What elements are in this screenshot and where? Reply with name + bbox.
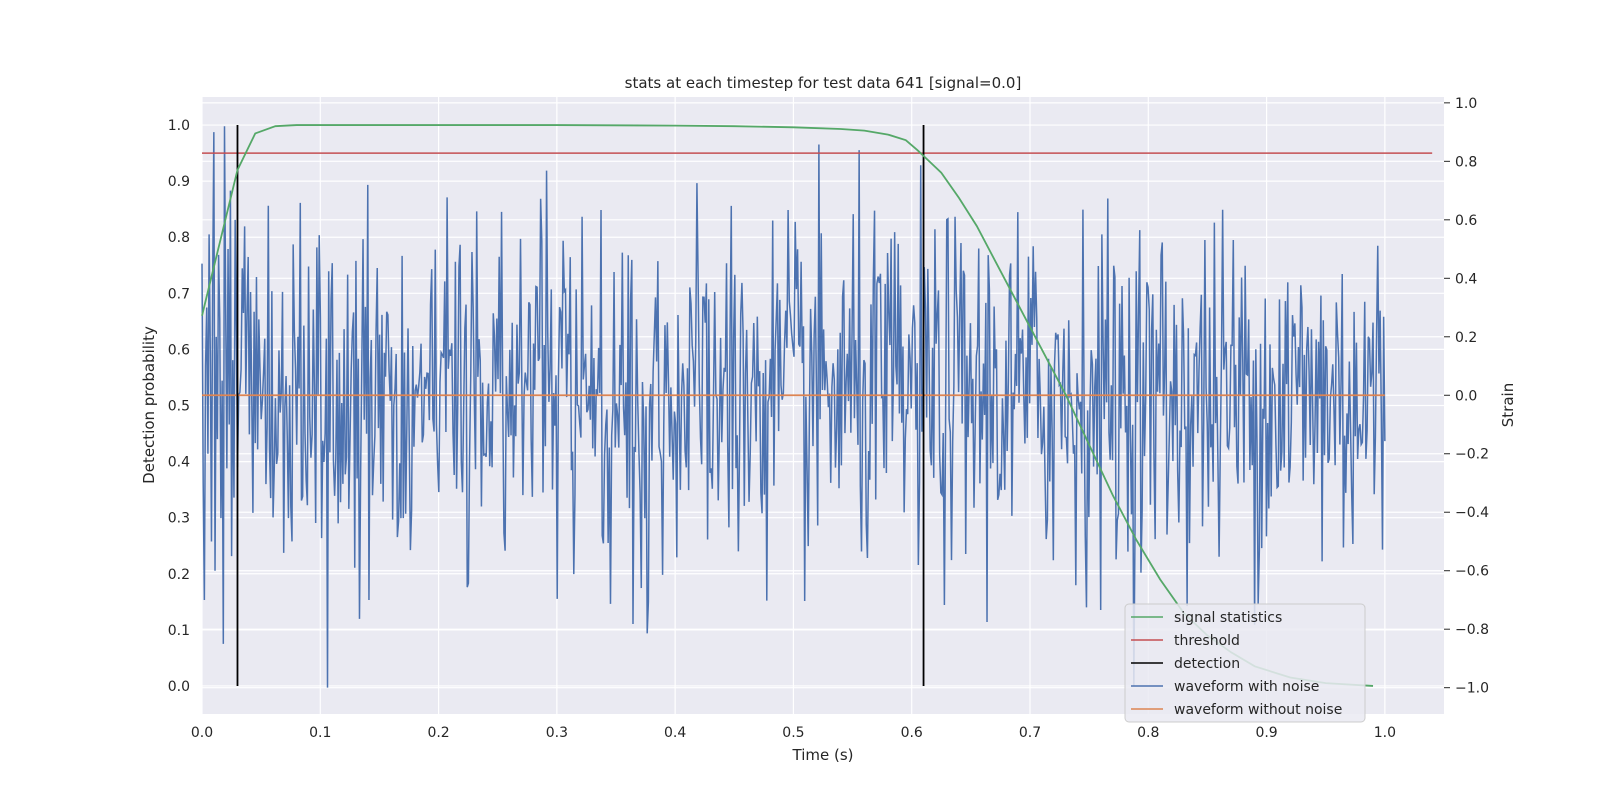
right-tick-label: 0.6	[1455, 213, 1477, 229]
right-tick-label: −0.4	[1455, 505, 1489, 521]
left-tick-label: 0.1	[168, 623, 190, 639]
right-axis-label: Strain	[1499, 383, 1517, 427]
x-tick-label: 0.8	[1137, 725, 1159, 741]
legend-box	[1124, 603, 1366, 723]
right-tick-label: 0.2	[1455, 330, 1477, 346]
x-tick-label: 0.6	[901, 725, 923, 741]
left-tick-label: 0.6	[168, 342, 190, 358]
left-tick-label: 0.8	[168, 230, 190, 246]
x-tick-label: 0.7	[1019, 725, 1041, 741]
right-tick-label: −0.2	[1455, 447, 1489, 463]
series-layer	[201, 124, 1433, 688]
x-axis-label: Time (s)	[792, 746, 854, 764]
legend-item-detection: detection	[1131, 656, 1240, 672]
legend-item-signal-statistics: signal statistics	[1131, 610, 1282, 626]
right-tick-label: 0.0	[1455, 388, 1477, 404]
x-tick-label: 0.4	[664, 725, 686, 741]
left-tick-label: 0.7	[168, 286, 190, 302]
left-axis-ticks: 0.0 0.1 0.2 0.3 0.4 0.5 0.6 0.7 0.8 0.9 1.0	[168, 118, 190, 695]
x-tick-label: 0.9	[1255, 725, 1277, 741]
right-tick-label: −0.6	[1455, 564, 1489, 580]
left-tick-label: 0.2	[168, 567, 190, 583]
left-tick-label: 0.9	[168, 174, 190, 190]
legend-label: signal statistics	[1174, 610, 1282, 626]
right-tick-label: −0.8	[1455, 622, 1489, 638]
left-tick-label: 0.0	[168, 679, 190, 695]
series-line-waveform-with-noise	[201, 126, 1386, 688]
x-tick-label: 0.0	[191, 725, 213, 741]
right-tick-label: −1.0	[1455, 681, 1489, 697]
x-tick-label: 0.1	[309, 725, 331, 741]
x-axis-ticks: 0.0 0.1 0.2 0.3 0.4 0.5 0.6 0.7 0.8 0.9 1.0	[191, 725, 1396, 741]
legend-label: threshold	[1174, 633, 1240, 649]
x-tick-label: 0.5	[782, 725, 804, 741]
right-tick-label: 0.4	[1455, 271, 1477, 287]
left-tick-label: 0.5	[168, 399, 190, 415]
legend-label: waveform with noise	[1174, 679, 1319, 695]
legend-label: waveform without noise	[1174, 702, 1342, 718]
chart-title: stats at each timestep for test data 641…	[625, 74, 1022, 92]
right-tick-label: 1.0	[1455, 96, 1477, 112]
legend-label: detection	[1174, 656, 1240, 672]
legend-item-waveform-without-noise: waveform without noise	[1131, 702, 1342, 718]
left-tick-label: 0.3	[168, 511, 190, 527]
left-axis-label: Detection probability	[140, 326, 158, 484]
legend-item-waveform-with-noise: waveform with noise	[1131, 679, 1319, 695]
x-tick-label: 0.2	[427, 725, 449, 741]
legend: signal statistics threshold detection wa…	[1124, 603, 1366, 723]
right-tick-label: 0.8	[1455, 154, 1477, 170]
x-tick-label: 1.0	[1374, 725, 1396, 741]
left-tick-label: 0.4	[168, 455, 190, 471]
legend-item-threshold: threshold	[1131, 633, 1240, 649]
left-tick-label: 1.0	[168, 118, 190, 134]
x-tick-label: 0.3	[546, 725, 568, 741]
right-axis-ticks: −1.0 −0.8 −0.6 −0.4 −0.2 0.0 0.2 0.4 0.6 0.8 1.0	[1444, 96, 1489, 697]
